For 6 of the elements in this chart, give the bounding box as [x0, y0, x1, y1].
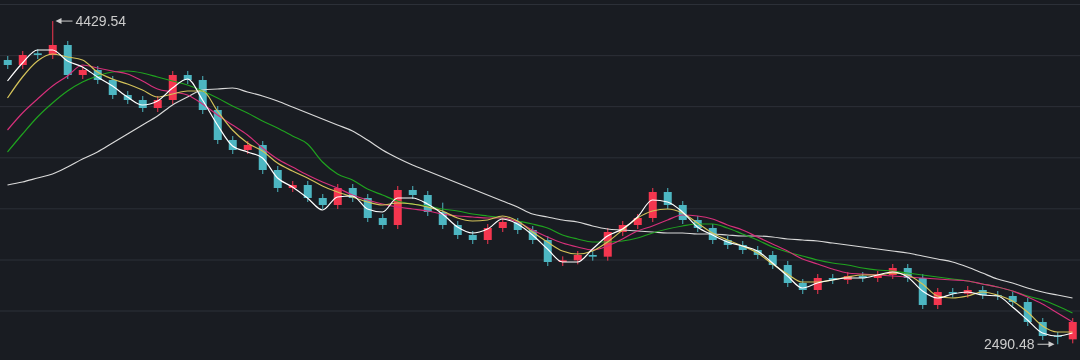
candlestick [663, 187, 672, 210]
candlestick [303, 180, 312, 203]
candlestick [273, 165, 282, 193]
candlestick [483, 223, 492, 245]
annotation: 4429.54 [75, 12, 127, 29]
annotation: 2490.48 [983, 336, 1035, 353]
